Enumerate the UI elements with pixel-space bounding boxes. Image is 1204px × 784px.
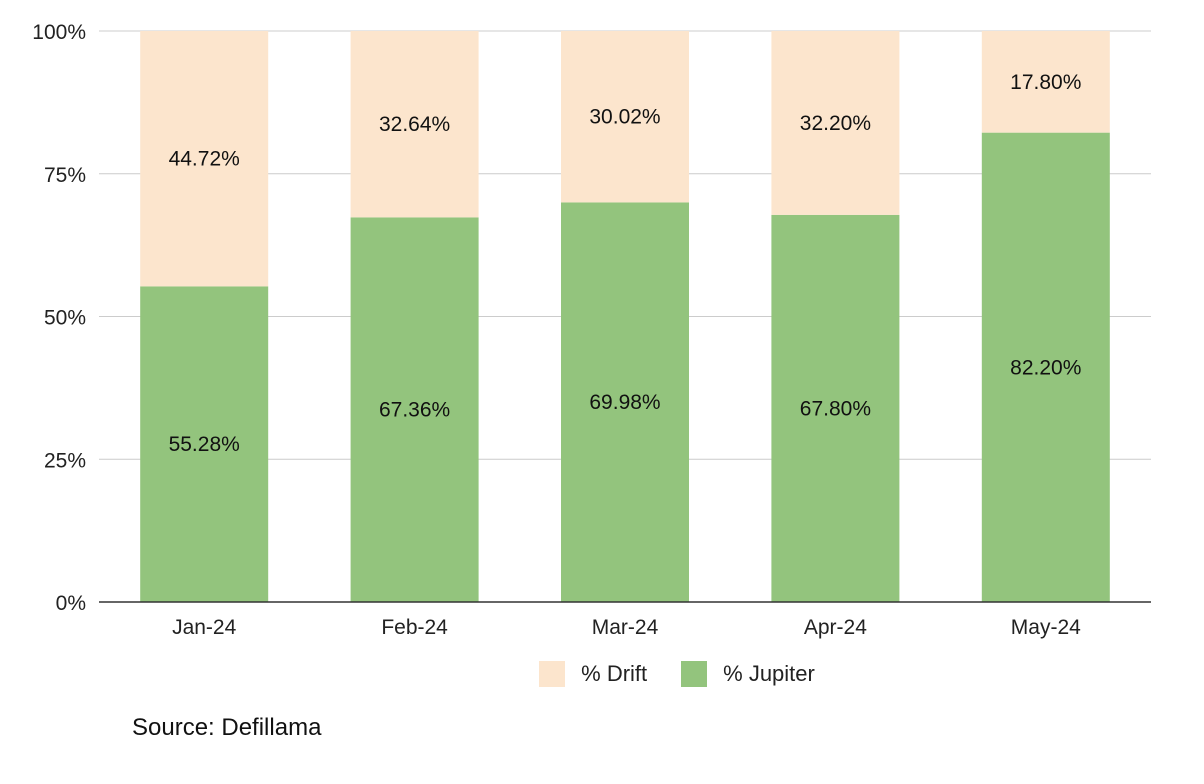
y-tick-label: 50% — [44, 307, 86, 330]
bar-jupiter-feb-24 — [350, 217, 479, 603]
data-label: 55.28% — [169, 433, 240, 456]
x-tick-label: Apr-24 — [804, 616, 867, 639]
bar-drift-apr-24 — [771, 31, 900, 215]
legend-label-jupiter: % Jupiter — [723, 661, 815, 686]
legend-item-jupiter: % Jupiter — [681, 661, 815, 687]
bar-jupiter-apr-24 — [771, 214, 900, 602]
y-tick-label: 0% — [56, 592, 86, 615]
data-label: 30.02% — [589, 106, 660, 129]
data-label: 69.98% — [589, 391, 660, 414]
bar-jupiter-mar-24 — [561, 202, 689, 603]
data-label: 32.20% — [800, 112, 871, 135]
legend-swatch-jupiter — [681, 661, 708, 687]
bars — [140, 31, 1110, 603]
y-tick-label: 25% — [44, 449, 86, 472]
bar-drift-feb-24 — [350, 31, 479, 218]
x-tick-label: May-24 — [1011, 616, 1081, 639]
data-label: 44.72% — [169, 148, 240, 171]
source-note: Source: Defillama — [132, 714, 322, 741]
data-label: 32.64% — [379, 113, 450, 136]
data-labels: 55.28% 44.72% 67.36% 32.64% 69.98% 30.02% 67.8… — [169, 71, 1082, 456]
legend-swatch-drift — [539, 661, 566, 687]
x-tick-label: Feb-24 — [381, 616, 448, 639]
y-tick-label: 75% — [44, 164, 86, 187]
bar-drift-mar-24 — [561, 31, 689, 203]
data-label: 67.80% — [800, 397, 871, 420]
x-tick-label: Mar-24 — [592, 616, 659, 639]
data-label: 17.80% — [1010, 71, 1081, 94]
data-label: 67.36% — [379, 399, 450, 422]
bar-drift-jan-24 — [140, 31, 269, 287]
x-tick-label: Jan-24 — [172, 616, 237, 639]
legend-item-drift: % Drift — [539, 661, 647, 687]
legend: % Drift % Jupiter — [0, 658, 1204, 690]
legend-label-drift: % Drift — [581, 661, 648, 686]
axes: 0% 25% 50% 75% 100% Jan-24 Feb-24 Mar-24 Apr-24 M… — [32, 21, 1151, 639]
y-tick-label: 100% — [32, 21, 86, 44]
bar-drift-may-24 — [981, 31, 1110, 133]
bar-jupiter-jan-24 — [140, 286, 269, 602]
bar-jupiter-may-24 — [981, 132, 1110, 602]
data-label: 82.20% — [1010, 356, 1081, 379]
